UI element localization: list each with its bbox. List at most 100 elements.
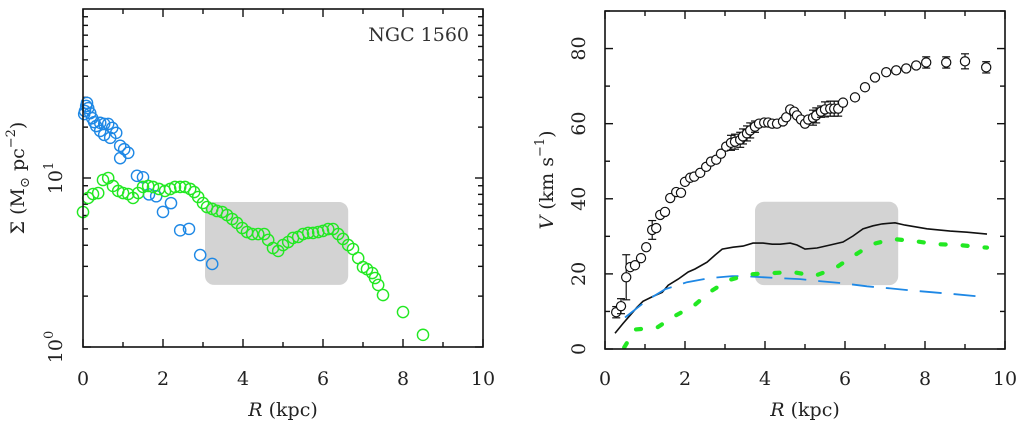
- y-axis-exponent: −2: [4, 129, 19, 148]
- observed-point: [901, 63, 912, 74]
- right-x-axis-label: R (kpc): [769, 399, 840, 421]
- left-y-tick-labels: 100 101: [42, 162, 67, 363]
- y-tick-label: 80: [568, 36, 590, 60]
- blue-profile-point: [182, 222, 196, 236]
- observed-point: [981, 62, 992, 73]
- observed-point: [659, 206, 671, 218]
- x-tick-label: 8: [919, 368, 931, 390]
- y-tick-base: 10: [45, 170, 67, 194]
- green-dotted-component-line: [622, 236, 990, 350]
- left-x-axis-label: R (kpc): [247, 399, 318, 421]
- green-profile-point: [168, 180, 182, 194]
- blue-profile-point: [173, 224, 187, 237]
- green-profile-point: [183, 182, 197, 196]
- y-axis-exponent: −1: [533, 138, 548, 157]
- green-profile-point: [306, 226, 320, 240]
- observed-point: [911, 60, 922, 71]
- observed-point: [837, 97, 849, 108]
- y-axis-symbol: Σ: [7, 221, 29, 234]
- green-profile-point: [371, 278, 385, 292]
- green-profile-point: [396, 305, 410, 319]
- right-y-tick-labels: 0 20 40 60 80: [568, 36, 590, 355]
- y-axis-variable: V: [536, 214, 558, 230]
- observed-point: [921, 57, 932, 68]
- x-tick-label: 8: [397, 368, 409, 390]
- observed-point: [615, 300, 627, 312]
- green-profile-point: [301, 226, 315, 240]
- left-x-tick-labels: 0 2 4 6 8 10: [77, 368, 495, 390]
- right-model-curves: [614, 221, 990, 350]
- right-plot-frame: [604, 10, 1006, 350]
- observed-point: [641, 242, 652, 253]
- left-data-points: [76, 96, 430, 342]
- sun-symbol: ⊙: [18, 177, 33, 188]
- green-profile-point: [316, 224, 330, 238]
- blue-profile-point: [156, 205, 170, 219]
- total-model-line: [614, 221, 988, 334]
- green-profile-point: [96, 173, 110, 187]
- blue-profile-point: [101, 117, 115, 131]
- y-axis-unit: (km s: [536, 157, 558, 216]
- blue-profile-point: [205, 257, 219, 271]
- y-tick-label: 0: [568, 343, 590, 355]
- y-tick-base: 10: [45, 339, 67, 363]
- observed-point: [891, 65, 902, 76]
- x-tick-label: 6: [317, 368, 329, 390]
- observed-point: [715, 148, 727, 159]
- blue-profile-point: [93, 124, 107, 138]
- blue-profile-point: [130, 169, 144, 183]
- right-y-axis-label: V (km s−1): [533, 130, 558, 229]
- observed-point: [635, 252, 647, 264]
- x-tick-label: 0: [599, 368, 611, 390]
- x-axis-unit: (kpc): [263, 399, 318, 421]
- observed-point: [629, 260, 641, 271]
- x-tick-label: 2: [157, 368, 169, 390]
- y-tick-label: 100: [42, 331, 67, 363]
- green-profile-point: [116, 186, 130, 200]
- y-axis-unit-open: (M: [7, 188, 29, 221]
- right-x-tick-labels: 0 2 4 6 8 10: [599, 368, 1017, 390]
- observed-point: [941, 57, 952, 68]
- green-profile-point: [91, 186, 105, 200]
- observed-point: [959, 56, 971, 67]
- left-axis-ticks: [82, 9, 484, 348]
- x-tick-label: 0: [77, 368, 89, 390]
- x-tick-label: 2: [679, 368, 691, 390]
- blue-profile-point: [113, 139, 127, 153]
- green-profile-point: [416, 328, 430, 342]
- x-axis-variable: R: [247, 399, 262, 421]
- y-axis-unit-close: ): [7, 122, 29, 129]
- green-profile-point: [321, 222, 335, 236]
- y-axis-unit-mid: pc: [7, 148, 29, 177]
- x-tick-label: 10: [993, 368, 1017, 390]
- blue-profile-point: [193, 248, 207, 262]
- green-profile-point: [368, 271, 382, 285]
- x-axis-variable: R: [769, 399, 784, 421]
- green-profile-point: [146, 180, 160, 194]
- observed-point: [651, 222, 662, 234]
- blue-profile-point: [164, 196, 178, 210]
- y-tick-label: 60: [568, 112, 590, 136]
- observed-point: [665, 192, 676, 204]
- green-profile-point: [86, 187, 100, 201]
- blue-dashed-component-line: [624, 275, 988, 319]
- left-y-axis-label: Σ (M⊙ pc−2): [4, 122, 33, 235]
- y-tick-label: 101: [42, 162, 67, 194]
- x-tick-label: 4: [237, 368, 249, 390]
- right-panel-rotation-curve: 0 2 4 6 8 10 0 20 40 60 80 R (kpc) V (km s−1): [533, 10, 1017, 421]
- green-profile-point: [245, 227, 259, 241]
- green-profile-point: [251, 227, 265, 241]
- left-plot-frame: [82, 8, 484, 348]
- x-axis-unit: (kpc): [785, 399, 840, 421]
- green-profile-point: [136, 180, 150, 194]
- observed-point: [869, 72, 881, 83]
- green-profile-point: [173, 180, 187, 194]
- x-tick-label: 6: [839, 368, 851, 390]
- y-tick-label: 40: [568, 187, 590, 211]
- observed-point: [859, 82, 871, 93]
- blue-profile-point: [97, 128, 111, 142]
- green-profile-point: [376, 288, 390, 302]
- observed-point: [621, 272, 632, 283]
